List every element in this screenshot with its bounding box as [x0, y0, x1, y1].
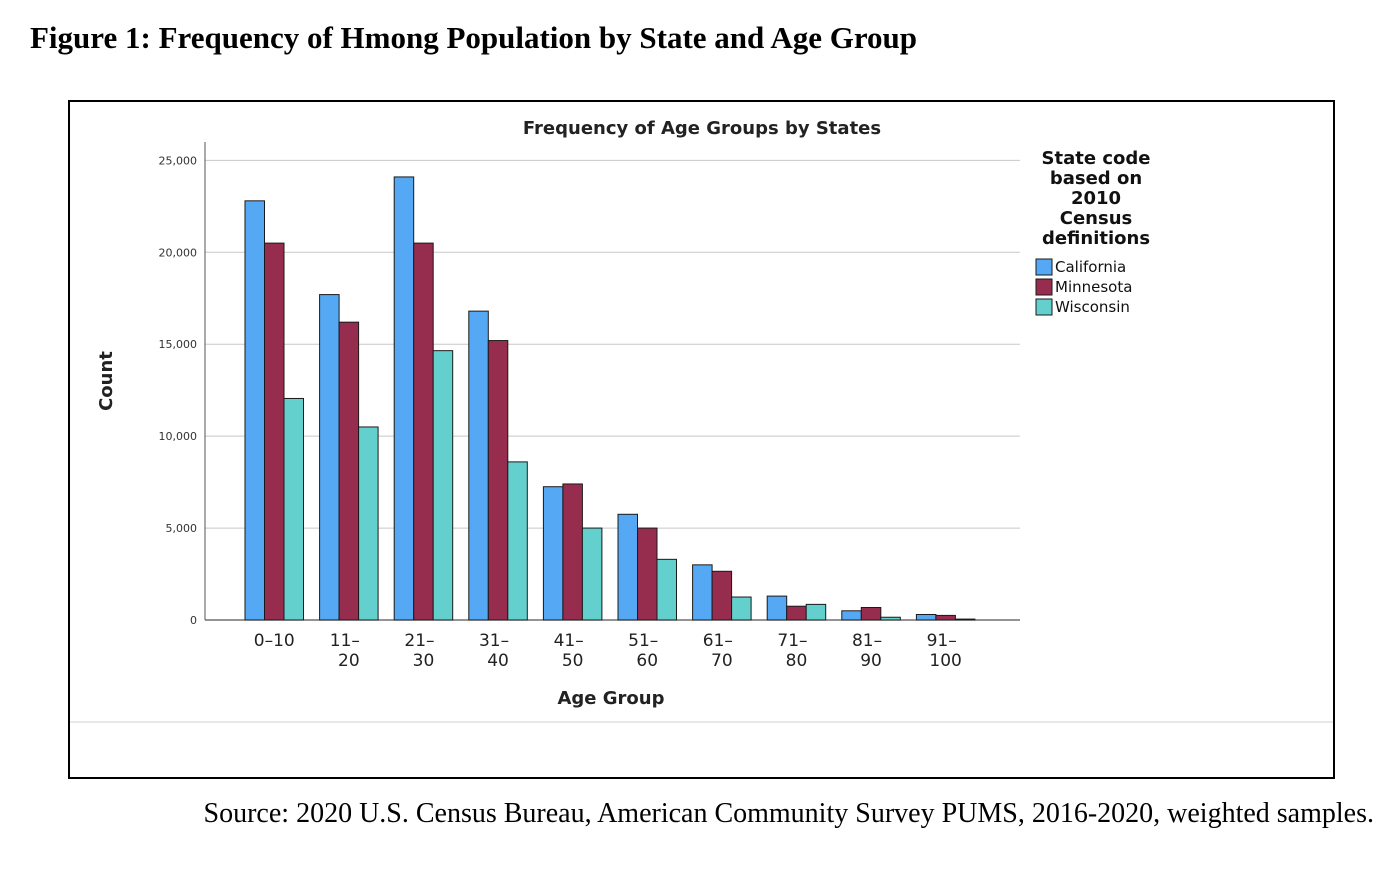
x-tick-label: 20: [338, 651, 360, 671]
bar: [786, 605, 807, 621]
y-tick-label: 5,000: [166, 522, 198, 535]
chart-title: Frequency of Age Groups by States: [523, 118, 881, 139]
bar-chart: Frequency of Age Groups by States 0 5,000 1…: [70, 118, 1333, 723]
bar: [432, 350, 454, 621]
bar: [468, 310, 489, 621]
legend-title: Census: [1060, 208, 1132, 229]
legend-swatch: [1035, 258, 1053, 276]
legend-title: State code: [1042, 148, 1151, 169]
bar: [617, 513, 638, 621]
x-tick-label: 50: [562, 651, 584, 671]
bar: [264, 242, 285, 621]
legend-title: 2010: [1071, 188, 1121, 209]
bar: [860, 606, 882, 621]
bar: [283, 397, 304, 621]
y-tick-label: 25,000: [159, 154, 198, 167]
x-axis-label: Age Group: [557, 688, 664, 709]
bar: [935, 614, 956, 621]
bar: [656, 558, 677, 621]
x-tick-label: 40: [487, 651, 509, 671]
x-tick-label: 60: [636, 651, 658, 671]
legend-title: definitions: [1042, 228, 1150, 249]
y-axis-label: Count: [96, 351, 117, 411]
legend-label: Minnesota: [1055, 278, 1132, 296]
bar: [692, 564, 713, 621]
legend-title: based on: [1050, 168, 1142, 189]
x-tick-label: 91–: [927, 631, 957, 651]
bar: [841, 610, 862, 621]
x-tick-label: 31–: [479, 631, 509, 651]
bar: [244, 200, 265, 621]
legend-swatch: [1035, 298, 1053, 316]
bar: [880, 616, 901, 621]
bar: [319, 294, 340, 621]
legend-label: Wisconsin: [1055, 298, 1130, 316]
x-tick-label: 0–10: [254, 631, 295, 651]
x-tick-label: 30: [413, 651, 435, 671]
x-tick-label: 11–: [330, 631, 360, 651]
x-tick-label: 71–: [777, 631, 807, 651]
bar: [393, 176, 415, 621]
y-tick-label: 10,000: [159, 430, 198, 443]
bar: [581, 527, 603, 621]
bar: [711, 570, 733, 621]
x-tick-label: 21–: [404, 631, 434, 651]
bar: [338, 321, 360, 621]
bar: [507, 461, 528, 621]
y-tick-label: 20,000: [159, 246, 198, 259]
bar: [954, 618, 976, 621]
y-tick-label: 15,000: [159, 338, 198, 351]
bar: [358, 426, 379, 621]
source-note: Source: 2020 U.S. Census Bureau, America…: [203, 798, 1374, 829]
x-tick-label: 51–: [628, 631, 658, 651]
x-tick-label: 61–: [703, 631, 733, 651]
x-tick-label: 80: [786, 651, 808, 671]
bar: [731, 596, 752, 621]
chart-frame: Frequency of Age Groups by States 0 5,000 1…: [68, 100, 1335, 779]
bar: [915, 613, 937, 621]
x-tick-label: 100: [929, 651, 961, 671]
bar: [766, 595, 788, 621]
x-tick-label: 81–: [852, 631, 882, 651]
y-tick-label: 0: [190, 614, 197, 627]
bar: [562, 483, 583, 621]
bar: [542, 486, 564, 621]
legend-label: California: [1055, 258, 1126, 276]
figure-title: Figure 1: Frequency of Hmong Population …: [30, 20, 918, 55]
legend-swatch: [1035, 278, 1053, 296]
bar: [637, 527, 658, 621]
x-tick-label: 90: [860, 651, 882, 671]
x-tick-label: 70: [711, 651, 733, 671]
bar: [805, 603, 827, 621]
x-tick-label: 41–: [554, 631, 584, 651]
bar: [487, 340, 509, 621]
bar: [413, 242, 434, 621]
